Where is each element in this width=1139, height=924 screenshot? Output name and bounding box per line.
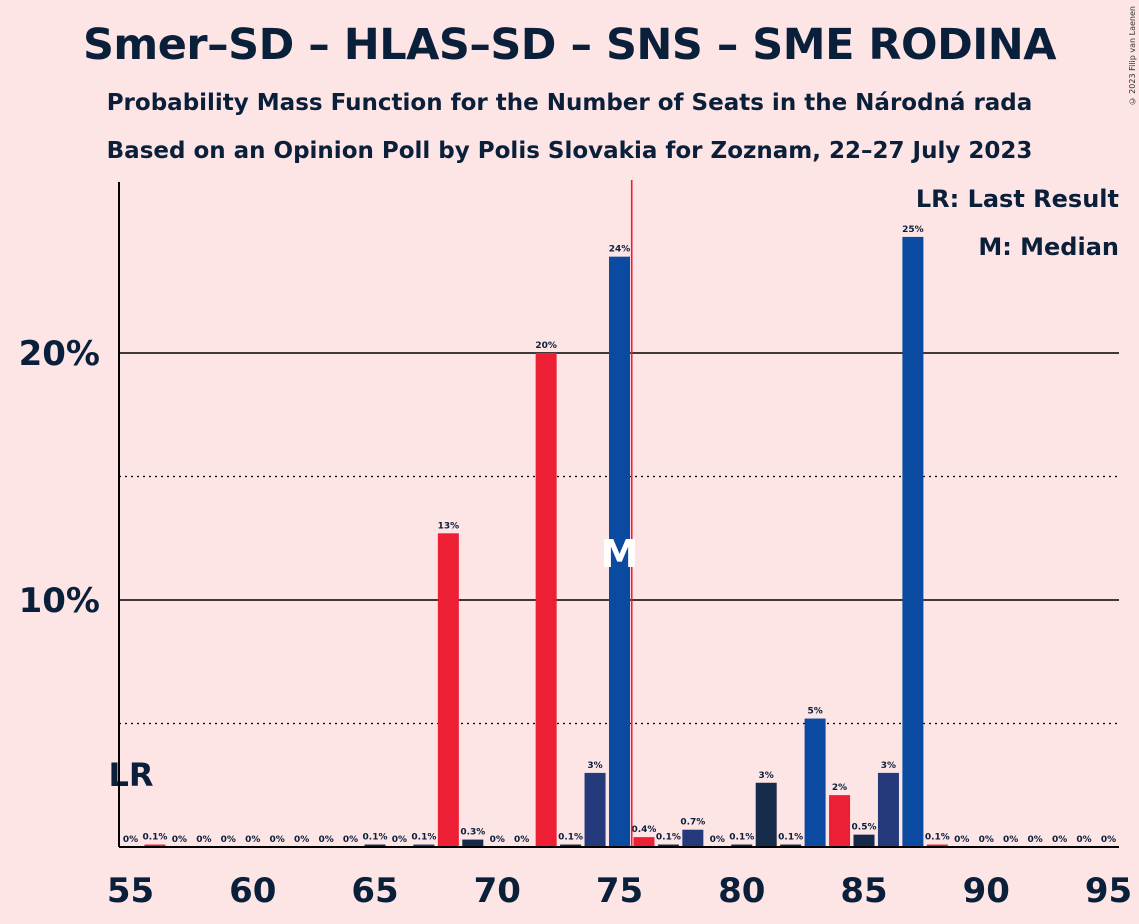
- bar: [657, 844, 679, 847]
- bar: [535, 353, 557, 847]
- bar-value-label: 0.3%: [460, 828, 485, 838]
- bar-value-label: 2%: [832, 783, 847, 793]
- x-tick-label: 95: [1085, 871, 1132, 911]
- last-result-marker: LR: [108, 756, 153, 794]
- bar-value-label: 0%: [1003, 835, 1018, 845]
- bar-value-label: 0%: [514, 835, 529, 845]
- bar: [682, 829, 704, 847]
- bar: [364, 844, 386, 847]
- bar-value-label: 0%: [1101, 835, 1116, 845]
- bar-value-label: 3%: [881, 761, 896, 771]
- bar: [633, 837, 655, 847]
- bar-value-label: 0%: [318, 835, 333, 845]
- bar-value-label: 0.1%: [925, 833, 950, 843]
- bar: [144, 844, 166, 847]
- bar-value-label: 0%: [392, 835, 407, 845]
- bar: [877, 772, 899, 847]
- bar-value-label: 0.1%: [411, 833, 436, 843]
- bar-value-label: 0.1%: [363, 833, 388, 843]
- bar-value-label: 0%: [343, 835, 358, 845]
- bar: [462, 839, 484, 847]
- bar-value-label: 0.7%: [680, 818, 705, 828]
- bar-value-label: 3%: [587, 761, 602, 771]
- bar: [755, 782, 777, 847]
- bar-value-label: 0%: [196, 835, 211, 845]
- x-tick-label: 75: [596, 871, 643, 911]
- legend-last-result: LR: Last Result: [915, 185, 1119, 213]
- median-marker: M: [601, 532, 639, 576]
- bar-value-label: 0%: [123, 835, 138, 845]
- bar: [829, 795, 851, 847]
- x-tick-label: 55: [107, 871, 154, 911]
- bar: [560, 844, 582, 847]
- bar-value-label: 0%: [221, 835, 236, 845]
- y-tick-label: 10%: [19, 581, 100, 621]
- chart-subtitle: Probability Mass Function for the Number…: [106, 90, 1033, 116]
- bar-value-label: 0.1%: [656, 833, 681, 843]
- bar: [413, 844, 435, 847]
- bar: [926, 844, 948, 847]
- x-tick-label: 85: [840, 871, 887, 911]
- bar: [780, 844, 802, 847]
- bar-value-label: 25%: [902, 225, 924, 235]
- bar-value-label: 20%: [535, 341, 557, 351]
- chart-source: Based on an Opinion Poll by Polis Slovak…: [106, 138, 1033, 164]
- bar-value-label: 13%: [438, 521, 460, 531]
- bar: [584, 772, 606, 847]
- bar-value-label: 24%: [609, 245, 631, 255]
- x-tick-label: 90: [963, 871, 1010, 911]
- bar-value-label: 0.1%: [729, 833, 754, 843]
- bar-value-label: 0%: [979, 835, 994, 845]
- bar: [731, 844, 753, 847]
- bar-value-label: 3%: [759, 771, 774, 781]
- bar-value-label: 0%: [954, 835, 969, 845]
- bar: [609, 256, 630, 847]
- bar: [902, 236, 924, 847]
- x-tick-label: 70: [474, 871, 521, 911]
- bar-value-label: 0%: [1052, 835, 1067, 845]
- bar-value-label: 0%: [1076, 835, 1091, 845]
- bar-value-label: 0.5%: [852, 823, 877, 833]
- y-tick-label: 20%: [19, 334, 100, 374]
- chart-title: Smer–SD – HLAS–SD – SNS – SME RODINA: [82, 20, 1057, 70]
- x-tick-label: 65: [351, 871, 398, 911]
- bar-value-label: 0%: [1028, 835, 1043, 845]
- bar-value-label: 0%: [172, 835, 187, 845]
- bar: [804, 718, 826, 847]
- bar-value-label: 0%: [294, 835, 309, 845]
- bar-value-label: 0%: [710, 835, 725, 845]
- bar: [853, 834, 875, 847]
- bar-value-label: 0.1%: [558, 833, 583, 843]
- bar: [437, 533, 459, 847]
- bar-value-label: 0.1%: [778, 833, 803, 843]
- x-tick-label: 60: [229, 871, 276, 911]
- bar-value-label: 0%: [490, 835, 505, 845]
- bar-value-label: 0%: [270, 835, 285, 845]
- x-tick-label: 80: [718, 871, 765, 911]
- bar-value-label: 0.4%: [631, 825, 656, 835]
- legend-median: M: Median: [978, 233, 1119, 261]
- bar-value-label: 0.1%: [142, 833, 167, 843]
- bar-value-label: 0%: [245, 835, 260, 845]
- bar-value-label: 5%: [807, 707, 822, 717]
